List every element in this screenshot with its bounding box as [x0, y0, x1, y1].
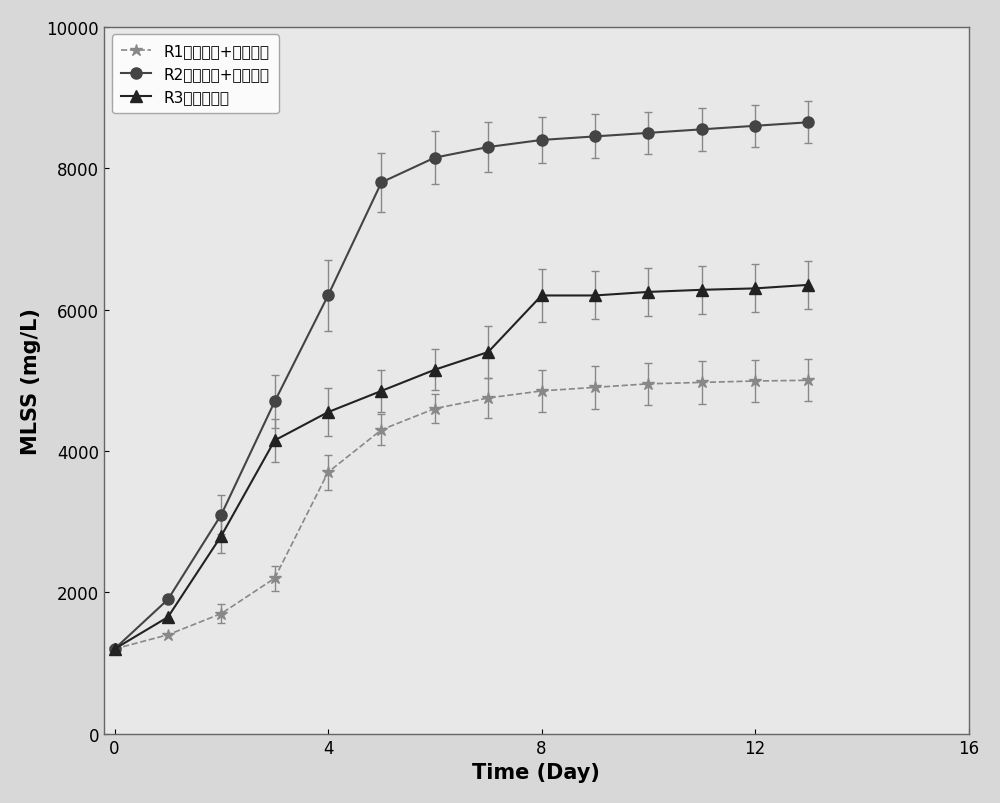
Line: R3（青鱼素）: R3（青鱼素）	[109, 280, 814, 654]
R2（葡萄糖+青鱼素）	[589, 132, 601, 142]
Line: R2（葡萄糖+青鱼素）: R2（葡萄糖+青鱼素）	[109, 117, 814, 654]
R3（青鱼素）	[749, 284, 761, 294]
R2（葡萄糖+青鱼素）	[429, 153, 441, 163]
R1（衆葡糖+青鱼素）	[696, 378, 708, 388]
R3（青鱼素）	[109, 644, 121, 654]
R1（衆葡糖+青鱼素）	[802, 376, 814, 385]
R3（青鱼素）	[642, 287, 654, 297]
R3（青鱼素）	[429, 365, 441, 375]
R1（衆葡糖+青鱼素）	[109, 644, 121, 654]
R1（衆葡糖+青鱼素）	[589, 383, 601, 393]
R1（衆葡糖+青鱼素）	[322, 468, 334, 478]
R2（葡萄糖+青鱼素）	[749, 122, 761, 132]
R3（青鱼素）	[215, 532, 227, 541]
R1（衆葡糖+青鱼素）	[375, 426, 387, 435]
R2（葡萄糖+青鱼素）	[642, 129, 654, 139]
R3（青鱼素）	[269, 436, 281, 446]
R1（衆葡糖+青鱼素）	[482, 393, 494, 403]
R2（葡萄糖+青鱼素）	[269, 397, 281, 407]
R3（青鱼素）	[322, 408, 334, 418]
R2（葡萄糖+青鱼素）	[162, 595, 174, 605]
R2（葡萄糖+青鱼素）	[215, 510, 227, 520]
R3（青鱼素）	[162, 613, 174, 622]
R2（葡萄糖+青鱼素）	[696, 125, 708, 135]
R2（葡萄糖+青鱼素）	[536, 136, 548, 145]
R1（衆葡糖+青鱼素）	[215, 609, 227, 618]
R1（衆葡糖+青鱼素）	[269, 573, 281, 583]
R2（葡萄糖+青鱼素）	[322, 291, 334, 301]
R1（衆葡糖+青鱼素）	[162, 630, 174, 640]
R3（青鱼素）	[536, 291, 548, 301]
R1（衆葡糖+青鱼素）	[429, 404, 441, 414]
R2（葡萄糖+青鱼素）	[482, 143, 494, 153]
R1（衆葡糖+青鱼素）	[642, 380, 654, 389]
R2（葡萄糖+青鱼素）	[109, 644, 121, 654]
R2（葡萄糖+青鱼素）	[802, 118, 814, 128]
R3（青鱼素）	[802, 281, 814, 291]
R2（葡萄糖+青鱼素）	[375, 178, 387, 188]
R1（衆葡糖+青鱼素）	[749, 377, 761, 386]
R3（青鱼素）	[375, 386, 387, 396]
X-axis label: Time (Day): Time (Day)	[472, 762, 600, 782]
Y-axis label: MLSS (mg/L): MLSS (mg/L)	[21, 308, 41, 454]
R3（青鱼素）	[589, 291, 601, 301]
Legend: R1（衆葡糖+青鱼素）, R2（葡萄糖+青鱼素）, R3（青鱼素）: R1（衆葡糖+青鱼素）, R2（葡萄糖+青鱼素）, R3（青鱼素）	[112, 35, 279, 114]
R1（衆葡糖+青鱼素）	[536, 386, 548, 396]
R3（青鱼素）	[482, 348, 494, 357]
Line: R1（衆葡糖+青鱼素）: R1（衆葡糖+青鱼素）	[108, 374, 815, 655]
R3（青鱼素）	[696, 286, 708, 296]
